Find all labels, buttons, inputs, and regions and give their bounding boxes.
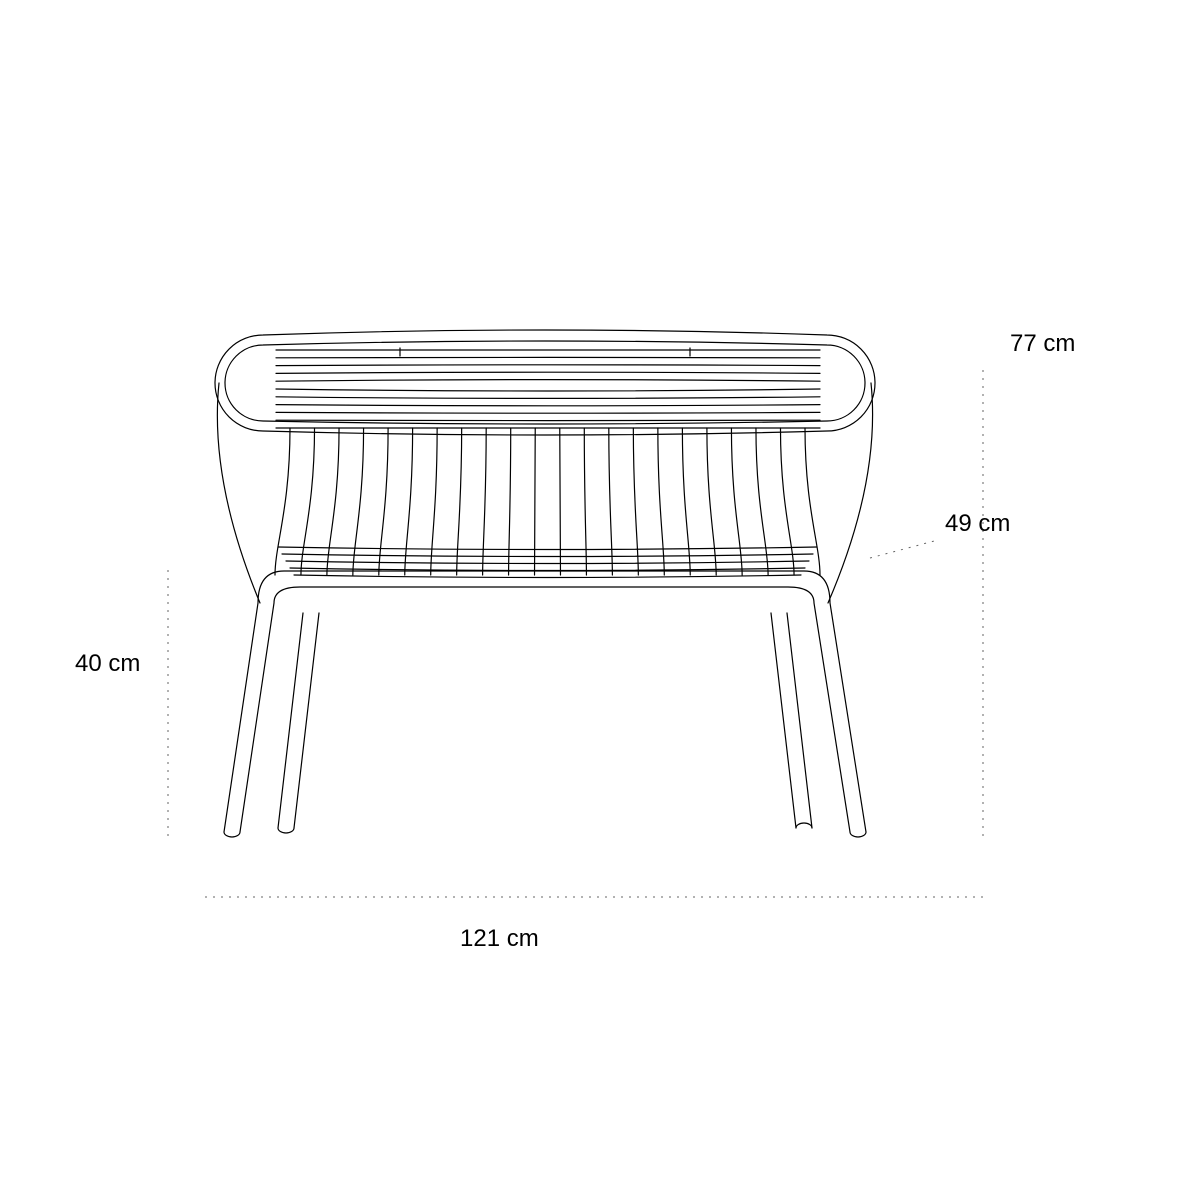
bench-drawing bbox=[0, 0, 1200, 1200]
